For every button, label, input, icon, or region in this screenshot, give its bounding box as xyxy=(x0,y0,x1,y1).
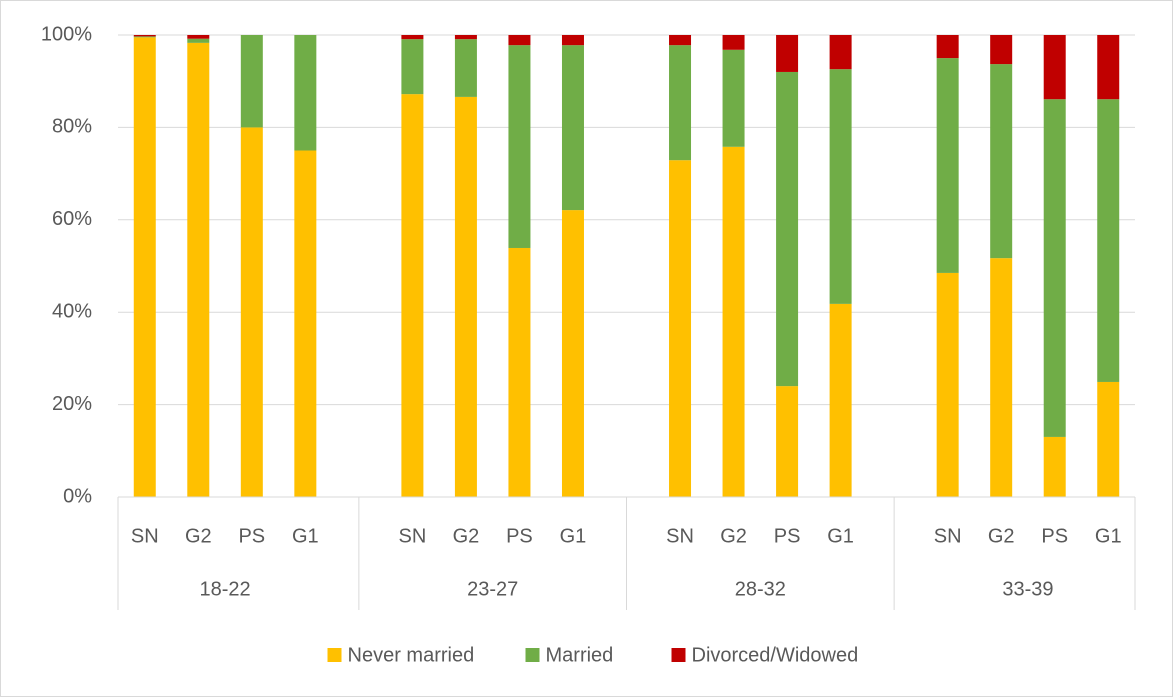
bar-segment xyxy=(722,49,745,147)
bar-segment xyxy=(508,45,531,248)
x-tick-label: G1 xyxy=(1095,525,1122,547)
y-tick-label: 80% xyxy=(52,116,92,138)
y-tick-label: 40% xyxy=(52,300,92,322)
bar-segment xyxy=(133,37,156,498)
bar-segment xyxy=(669,35,692,46)
bar-segment xyxy=(454,96,477,498)
bar-segment xyxy=(1097,99,1120,382)
legend-label: Divorced/Widowed xyxy=(692,644,859,666)
bar-segment xyxy=(990,258,1013,497)
x-tick-label: G2 xyxy=(185,525,212,547)
bar-segment xyxy=(187,35,210,39)
bar-segment xyxy=(133,35,156,37)
bar-segment xyxy=(561,210,584,497)
x-tick-label: SN xyxy=(398,525,426,547)
x-tick-label: SN xyxy=(131,525,159,547)
bar-segment xyxy=(1097,35,1120,100)
bar-segment xyxy=(990,35,1013,65)
y-tick-label: 0% xyxy=(63,485,92,507)
bar-segment xyxy=(776,35,799,72)
bar-segment xyxy=(1043,99,1066,437)
bar-segment xyxy=(401,35,424,40)
bar-segment xyxy=(776,386,799,497)
x-tick-label: G2 xyxy=(453,525,480,547)
bar-segment xyxy=(561,45,584,211)
bar-segment xyxy=(294,150,317,497)
bar-segment xyxy=(454,35,477,40)
x-tick-label: G1 xyxy=(827,525,854,547)
group-label: 33-39 xyxy=(1002,578,1053,600)
legend-label: Married xyxy=(546,644,614,666)
y-tick-label: 100% xyxy=(41,23,92,45)
legend-swatch xyxy=(671,648,686,662)
group-label: 23-27 xyxy=(467,578,518,600)
bar-segment xyxy=(1097,381,1120,497)
bar-segment xyxy=(936,58,959,273)
bar-segment xyxy=(240,127,263,498)
bar-segment xyxy=(294,35,317,151)
x-tick-label: PS xyxy=(1041,525,1068,547)
x-tick-label: G2 xyxy=(988,525,1015,547)
bar-segment xyxy=(936,35,959,59)
bar-segment xyxy=(722,35,745,50)
legend-swatch xyxy=(327,648,342,662)
legend-swatch xyxy=(525,648,540,662)
y-tick-label: 60% xyxy=(52,208,92,230)
bar-segment xyxy=(454,39,477,97)
bar-segment xyxy=(722,146,745,497)
x-tick-label: PS xyxy=(774,525,801,547)
bar-segment xyxy=(508,247,531,497)
bar-segment xyxy=(776,71,799,387)
bar-segment xyxy=(401,94,424,498)
bar-segment xyxy=(1043,35,1066,100)
bar-segment xyxy=(669,160,692,497)
bar-segment xyxy=(829,35,852,70)
y-tick-label: 20% xyxy=(52,393,92,415)
bar-segment xyxy=(187,38,210,43)
bar-segment xyxy=(1043,436,1066,497)
bar-segment xyxy=(990,64,1013,259)
bar-segment xyxy=(936,272,959,497)
bar-segment xyxy=(240,35,263,128)
bar-segment xyxy=(187,42,210,497)
bar-segment xyxy=(561,35,584,46)
x-tick-label: G1 xyxy=(292,525,319,547)
legend-label: Never married xyxy=(348,644,475,666)
x-tick-label: G2 xyxy=(720,525,747,547)
bar-segment xyxy=(829,303,852,497)
x-tick-label: PS xyxy=(506,525,533,547)
bar-segment xyxy=(669,45,692,161)
group-label: 18-22 xyxy=(199,578,250,600)
bar-segment xyxy=(401,39,424,95)
bar-segment xyxy=(508,35,531,46)
bar-segment xyxy=(133,36,156,38)
bar-segment xyxy=(829,69,852,304)
group-label: 28-32 xyxy=(735,578,786,600)
x-tick-label: G1 xyxy=(560,525,587,547)
x-tick-label: PS xyxy=(238,525,265,547)
x-tick-label: SN xyxy=(666,525,694,547)
x-tick-label: SN xyxy=(934,525,962,547)
